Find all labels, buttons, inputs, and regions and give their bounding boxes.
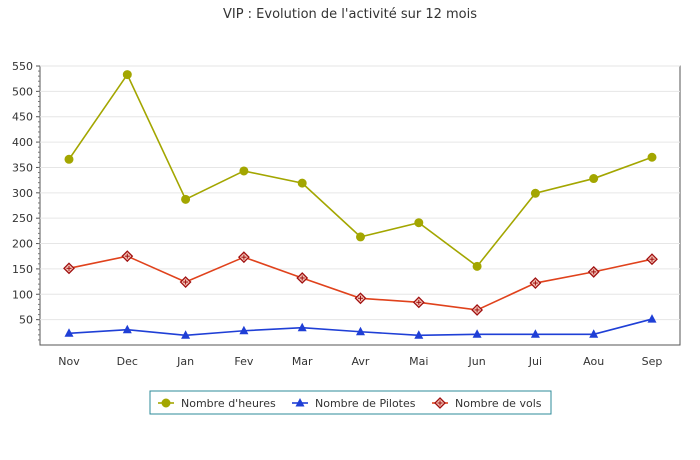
legend-box — [149, 390, 552, 415]
series-2 — [63, 250, 658, 316]
data-point — [530, 329, 540, 338]
x-tick-label: Nov — [58, 355, 80, 368]
data-point — [589, 329, 599, 338]
data-point — [64, 154, 74, 164]
legend-label: Nombre d'heures — [181, 397, 276, 410]
data-point — [64, 328, 74, 337]
data-point — [530, 188, 540, 198]
y-tick-label: 300 — [12, 187, 33, 200]
y-axis: 50 100 150 200 250 300 350 400 450 500 550 — [12, 60, 40, 341]
data-point — [297, 322, 307, 332]
x-axis: Nov Dec Jan Fev Mar Avr Mai Jun Jui Aou Sep — [58, 355, 662, 368]
data-point — [471, 304, 484, 316]
data-point — [63, 262, 75, 275]
data-point — [472, 261, 482, 271]
data-point — [472, 329, 482, 338]
chart-title: VIP : Evolution de l'activité sur 12 moi… — [223, 7, 477, 22]
x-tick-label: Jui — [528, 355, 542, 368]
data-point — [181, 194, 191, 204]
data-point — [354, 292, 367, 305]
data-point — [414, 330, 424, 339]
x-tick-label: Jun — [468, 355, 486, 368]
data-point — [589, 174, 599, 184]
x-tick-label: Sep — [642, 355, 663, 368]
data-point — [122, 70, 132, 80]
legend: Nombre d'heures Nombre de Pilotes Nombre d… — [149, 390, 552, 415]
data-point — [646, 253, 658, 266]
data-point — [122, 324, 132, 334]
data-point — [647, 152, 657, 162]
data-point — [181, 330, 191, 339]
data-point — [239, 325, 249, 335]
x-tick-label: Jan — [176, 355, 194, 368]
data-point — [161, 398, 171, 408]
data-point — [412, 296, 425, 309]
series-0 — [64, 70, 657, 271]
legend-item: Nombre d'heures — [158, 397, 276, 410]
y-tick-label: 500 — [12, 85, 33, 98]
x-tick-label: Mar — [292, 355, 313, 368]
y-tick-label: 400 — [12, 136, 33, 149]
x-tick-label: Mai — [409, 355, 428, 368]
x-tick-label: Dec — [117, 355, 138, 368]
x-tick-label: Avr — [352, 355, 370, 368]
data-point — [434, 397, 446, 409]
legend-label: Nombre de vols — [455, 397, 542, 410]
y-tick-label: 450 — [12, 111, 33, 124]
data-point — [587, 265, 600, 278]
data-point — [295, 398, 305, 407]
data-point — [297, 178, 307, 188]
data-point — [356, 232, 365, 242]
series-1 — [64, 314, 657, 339]
data-point — [237, 251, 250, 264]
legend-item: Nombre de vols — [432, 397, 542, 410]
data-point — [179, 276, 192, 288]
data-point — [356, 326, 365, 336]
y-tick-label: 550 — [12, 60, 33, 73]
data-point — [239, 166, 249, 176]
y-tick-label: 200 — [12, 238, 33, 251]
y-tick-label: 50 — [19, 314, 33, 327]
series-layer — [63, 70, 658, 339]
legend-item: Nombre de Pilotes — [292, 397, 416, 410]
x-tick-label: Fev — [234, 355, 253, 368]
y-tick-label: 150 — [12, 263, 33, 276]
data-point — [647, 314, 657, 323]
data-point — [529, 277, 542, 289]
data-point — [414, 218, 424, 228]
data-point — [296, 272, 309, 284]
y-tick-label: 350 — [12, 161, 33, 174]
data-point — [121, 250, 134, 263]
y-tick-label: 250 — [12, 212, 33, 225]
x-tick-label: Aou — [583, 355, 604, 368]
legend-label: Nombre de Pilotes — [315, 397, 416, 410]
y-tick-label: 100 — [12, 288, 33, 301]
